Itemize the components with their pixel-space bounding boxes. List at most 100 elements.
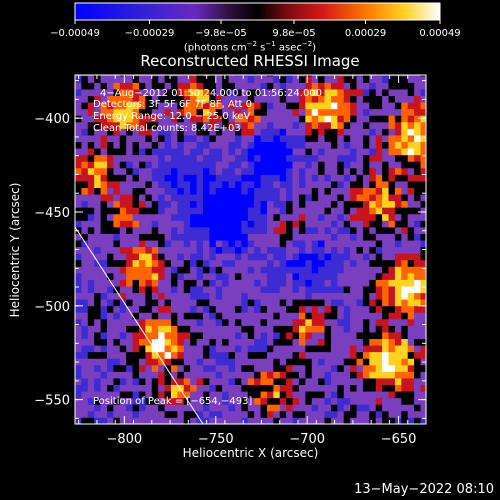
heatmap-cell (75, 325, 82, 333)
heatmap-cell (279, 253, 287, 261)
heatmap-cell (241, 332, 249, 340)
heatmap-cell (170, 253, 178, 261)
heatmap-cell (81, 200, 89, 208)
heatmap-cell (343, 148, 351, 156)
heatmap-cell (209, 181, 217, 188)
heatmap-cell (202, 332, 210, 340)
heatmap-cell (202, 266, 210, 274)
heatmap-cell (177, 305, 185, 313)
heatmap-cell (273, 200, 281, 208)
heatmap-cell (292, 226, 300, 234)
heatmap-cell (241, 128, 249, 136)
heatmap-cell (215, 194, 223, 202)
heatmap-cell (324, 279, 332, 287)
heatmap-cell (343, 325, 351, 333)
x-tick-label: −700 (289, 432, 325, 447)
heatmap-cell (279, 272, 287, 280)
heatmap-cell (113, 364, 121, 372)
heatmap-cell (388, 305, 396, 313)
axis-ticks: −800 −750 −700 −650−550−500−450−400 (34, 75, 427, 447)
heatmap-cell (292, 161, 300, 169)
heatmap-cell (151, 410, 159, 418)
heatmap-cell (343, 194, 351, 202)
heatmap-cell (209, 233, 217, 241)
heatmap-cell (362, 154, 370, 162)
heatmap-cell (305, 141, 313, 149)
heatmap-cell (330, 358, 338, 366)
heatmap-cell (375, 128, 383, 136)
heatmap-cell (330, 410, 338, 418)
heatmap-cell (87, 108, 95, 116)
heatmap-cell (337, 292, 345, 300)
heatmap-cell (222, 220, 229, 228)
heatmap-cell (132, 154, 140, 162)
heatmap-cell (234, 226, 242, 234)
heatmap-cell (209, 240, 217, 248)
heatmap-cell (196, 154, 204, 162)
heatmap-cell (247, 286, 255, 294)
heatmap-cell (305, 174, 313, 182)
heatmap-cell (151, 305, 159, 313)
heatmap-cell (119, 371, 127, 379)
heatmap-cell (241, 115, 249, 123)
heatmap-cell (266, 181, 274, 188)
heatmap-cell (254, 115, 261, 123)
heatmap-cell (132, 338, 140, 346)
heatmap-cell (126, 128, 133, 136)
heatmap-cell (260, 148, 268, 156)
heatmap-cell (337, 325, 345, 333)
heatmap-cell (337, 391, 345, 399)
heatmap-cell (324, 181, 332, 188)
heatmap-cell (330, 404, 338, 412)
heatmap-cell (311, 305, 319, 313)
heatmap-cell (113, 253, 121, 261)
heatmap-cell (356, 187, 364, 195)
heatmap-cell (94, 253, 101, 261)
heatmap-cell (164, 187, 172, 195)
heatmap-cell (279, 89, 287, 97)
heatmap-cell (362, 174, 370, 182)
heatmap-cell (350, 233, 357, 241)
heatmap-cell (228, 279, 236, 287)
heatmap-cell (158, 207, 165, 215)
heatmap-cell (106, 292, 114, 300)
heatmap-cell (343, 332, 351, 340)
heatmap-cell (119, 391, 127, 399)
heatmap-cell (362, 404, 370, 412)
heatmap-cell (190, 148, 197, 156)
heatmap-cell (183, 75, 191, 83)
heatmap-cell (401, 299, 409, 307)
heatmap-cell (330, 128, 338, 136)
heatmap-cell (382, 391, 389, 399)
heatmap-cell (273, 266, 281, 274)
heatmap-cell (337, 226, 345, 234)
heatmap-cell (292, 391, 300, 399)
heatmap-cell (119, 75, 127, 83)
heatmap-cell (132, 286, 140, 294)
heatmap-cell (350, 167, 357, 175)
heatmap-cell (247, 259, 255, 267)
heatmap-cell (113, 384, 121, 392)
heatmap-cell (202, 82, 210, 90)
heatmap-cell (190, 266, 197, 274)
heatmap-cell (75, 391, 82, 399)
heatmap-cell (234, 305, 242, 313)
heatmap-cell (394, 187, 402, 195)
annotation-time-range: 4−Aug−2012 01:50:24.000 to 01:56:24.000 (100, 88, 323, 99)
heatmap-cell (81, 181, 89, 188)
heatmap-cell (87, 187, 95, 195)
heatmap-cell (260, 102, 268, 110)
heatmap-cell (151, 378, 159, 385)
heatmap-cell (196, 318, 204, 326)
heatmap-cell (94, 154, 101, 162)
heatmap-cell (126, 417, 133, 424)
heatmap-cell (343, 233, 351, 241)
heatmap-cell (94, 397, 101, 405)
heatmap-cell (215, 89, 223, 97)
heatmap-cell (414, 266, 421, 274)
heatmap-cell (324, 391, 332, 399)
heatmap-cell (145, 305, 153, 313)
heatmap-cell (113, 95, 121, 103)
heatmap-cell (132, 410, 140, 418)
